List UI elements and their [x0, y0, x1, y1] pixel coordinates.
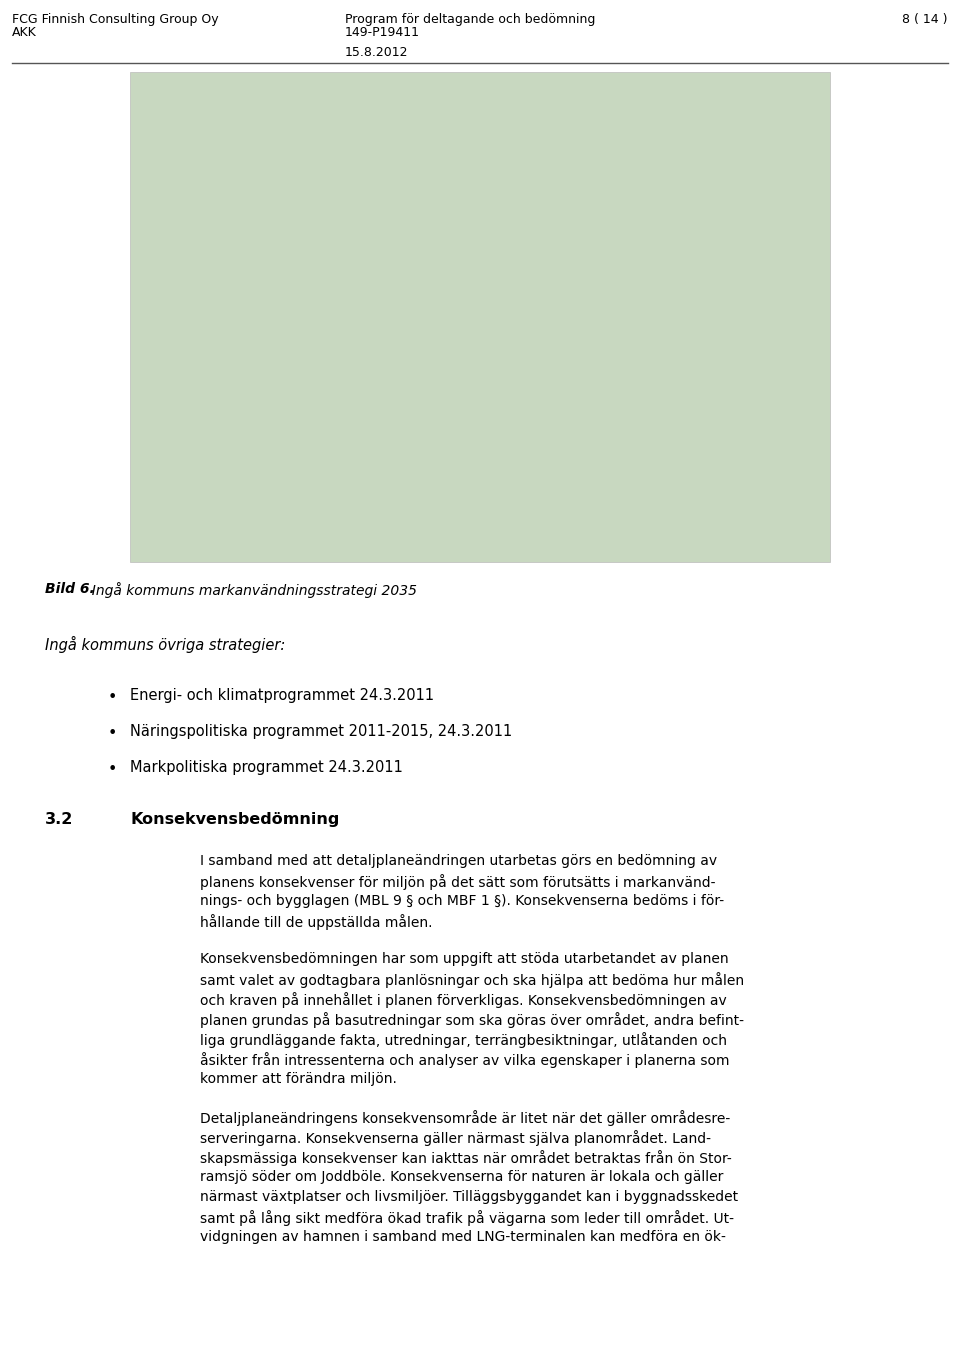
- Text: Ingå kommuns markanvändningsstrategi 2035: Ingå kommuns markanvändningsstrategi 203…: [83, 581, 417, 598]
- Text: skapsmässiga konsekvenser kan iakttas när området betraktas från ön Stor-: skapsmässiga konsekvenser kan iakttas nä…: [200, 1149, 732, 1166]
- Text: 149-P19411: 149-P19411: [345, 26, 420, 39]
- Text: FCG Finnish Consulting Group Oy: FCG Finnish Consulting Group Oy: [12, 13, 219, 26]
- Text: Konsekvensbedömning: Konsekvensbedömning: [130, 812, 340, 827]
- Text: Markpolitiska programmet 24.3.2011: Markpolitiska programmet 24.3.2011: [130, 759, 403, 774]
- Text: Ingå kommuns övriga strategier:: Ingå kommuns övriga strategier:: [45, 635, 285, 653]
- Text: Bild 6.: Bild 6.: [45, 581, 95, 596]
- Bar: [130, 71, 830, 563]
- Text: liga grundläggande fakta, utredningar, terrängbesiktningar, utlåtanden och: liga grundläggande fakta, utredningar, t…: [200, 1032, 727, 1048]
- Text: 8 ( 14 ): 8 ( 14 ): [902, 13, 948, 26]
- Text: planen grundas på basutredningar som ska göras över området, andra befint-: planen grundas på basutredningar som ska…: [200, 1012, 744, 1028]
- Text: •: •: [108, 689, 117, 706]
- Text: AKK: AKK: [12, 26, 36, 39]
- Text: 15.8.2012: 15.8.2012: [345, 46, 409, 59]
- Text: planens konsekvenser för miljön på det sätt som förutsätts i markanvänd-: planens konsekvenser för miljön på det s…: [200, 874, 715, 890]
- Text: samt valet av godtagbara planlösningar och ska hjälpa att bedöma hur målen: samt valet av godtagbara planlösningar o…: [200, 973, 744, 987]
- Text: närmast växtplatser och livsmiljöer. Tilläggsbyggandet kan i byggnadsskedet: närmast växtplatser och livsmiljöer. Til…: [200, 1190, 738, 1205]
- Text: kommer att förändra miljön.: kommer att förändra miljön.: [200, 1072, 396, 1086]
- Text: och kraven på innehållet i planen förverkligas. Konsekvensbedömningen av: och kraven på innehållet i planen förver…: [200, 992, 727, 1008]
- Text: åsikter från intressenterna och analyser av vilka egenskaper i planerna som: åsikter från intressenterna och analyser…: [200, 1052, 730, 1068]
- Text: vidgningen av hamnen i samband med LNG-terminalen kan medföra en ök-: vidgningen av hamnen i samband med LNG-t…: [200, 1230, 726, 1244]
- Text: 3.2: 3.2: [45, 812, 73, 827]
- Text: Konsekvensbedömningen har som uppgift att stöda utarbetandet av planen: Konsekvensbedömningen har som uppgift at…: [200, 952, 729, 966]
- Text: nings- och bygglagen (MBL 9 § och MBF 1 §). Konsekvenserna bedöms i för-: nings- och bygglagen (MBL 9 § och MBF 1 …: [200, 894, 724, 908]
- Text: I samband med att detaljplaneändringen utarbetas görs en bedömning av: I samband med att detaljplaneändringen u…: [200, 854, 717, 867]
- Text: samt på lång sikt medföra ökad trafik på vägarna som leder till området. Ut-: samt på lång sikt medföra ökad trafik på…: [200, 1210, 734, 1226]
- Text: Näringspolitiska programmet 2011-2015, 24.3.2011: Näringspolitiska programmet 2011-2015, 2…: [130, 724, 513, 739]
- Text: ramsjö söder om Joddböle. Konsekvenserna för naturen är lokala och gäller: ramsjö söder om Joddböle. Konsekvenserna…: [200, 1170, 724, 1184]
- Text: serveringarna. Konsekvenserna gäller närmast själva planområdet. Land-: serveringarna. Konsekvenserna gäller när…: [200, 1130, 711, 1145]
- Text: Detaljplaneändringens konsekvensområde är litet när det gäller områdesre-: Detaljplaneändringens konsekvensområde ä…: [200, 1110, 731, 1126]
- Text: •: •: [108, 726, 117, 741]
- Text: Energi- och klimatprogrammet 24.3.2011: Energi- och klimatprogrammet 24.3.2011: [130, 688, 434, 703]
- Text: Program för deltagande och bedömning: Program för deltagande och bedömning: [345, 13, 595, 26]
- Text: •: •: [108, 762, 117, 777]
- Text: hållande till de uppställda målen.: hållande till de uppställda målen.: [200, 915, 433, 929]
